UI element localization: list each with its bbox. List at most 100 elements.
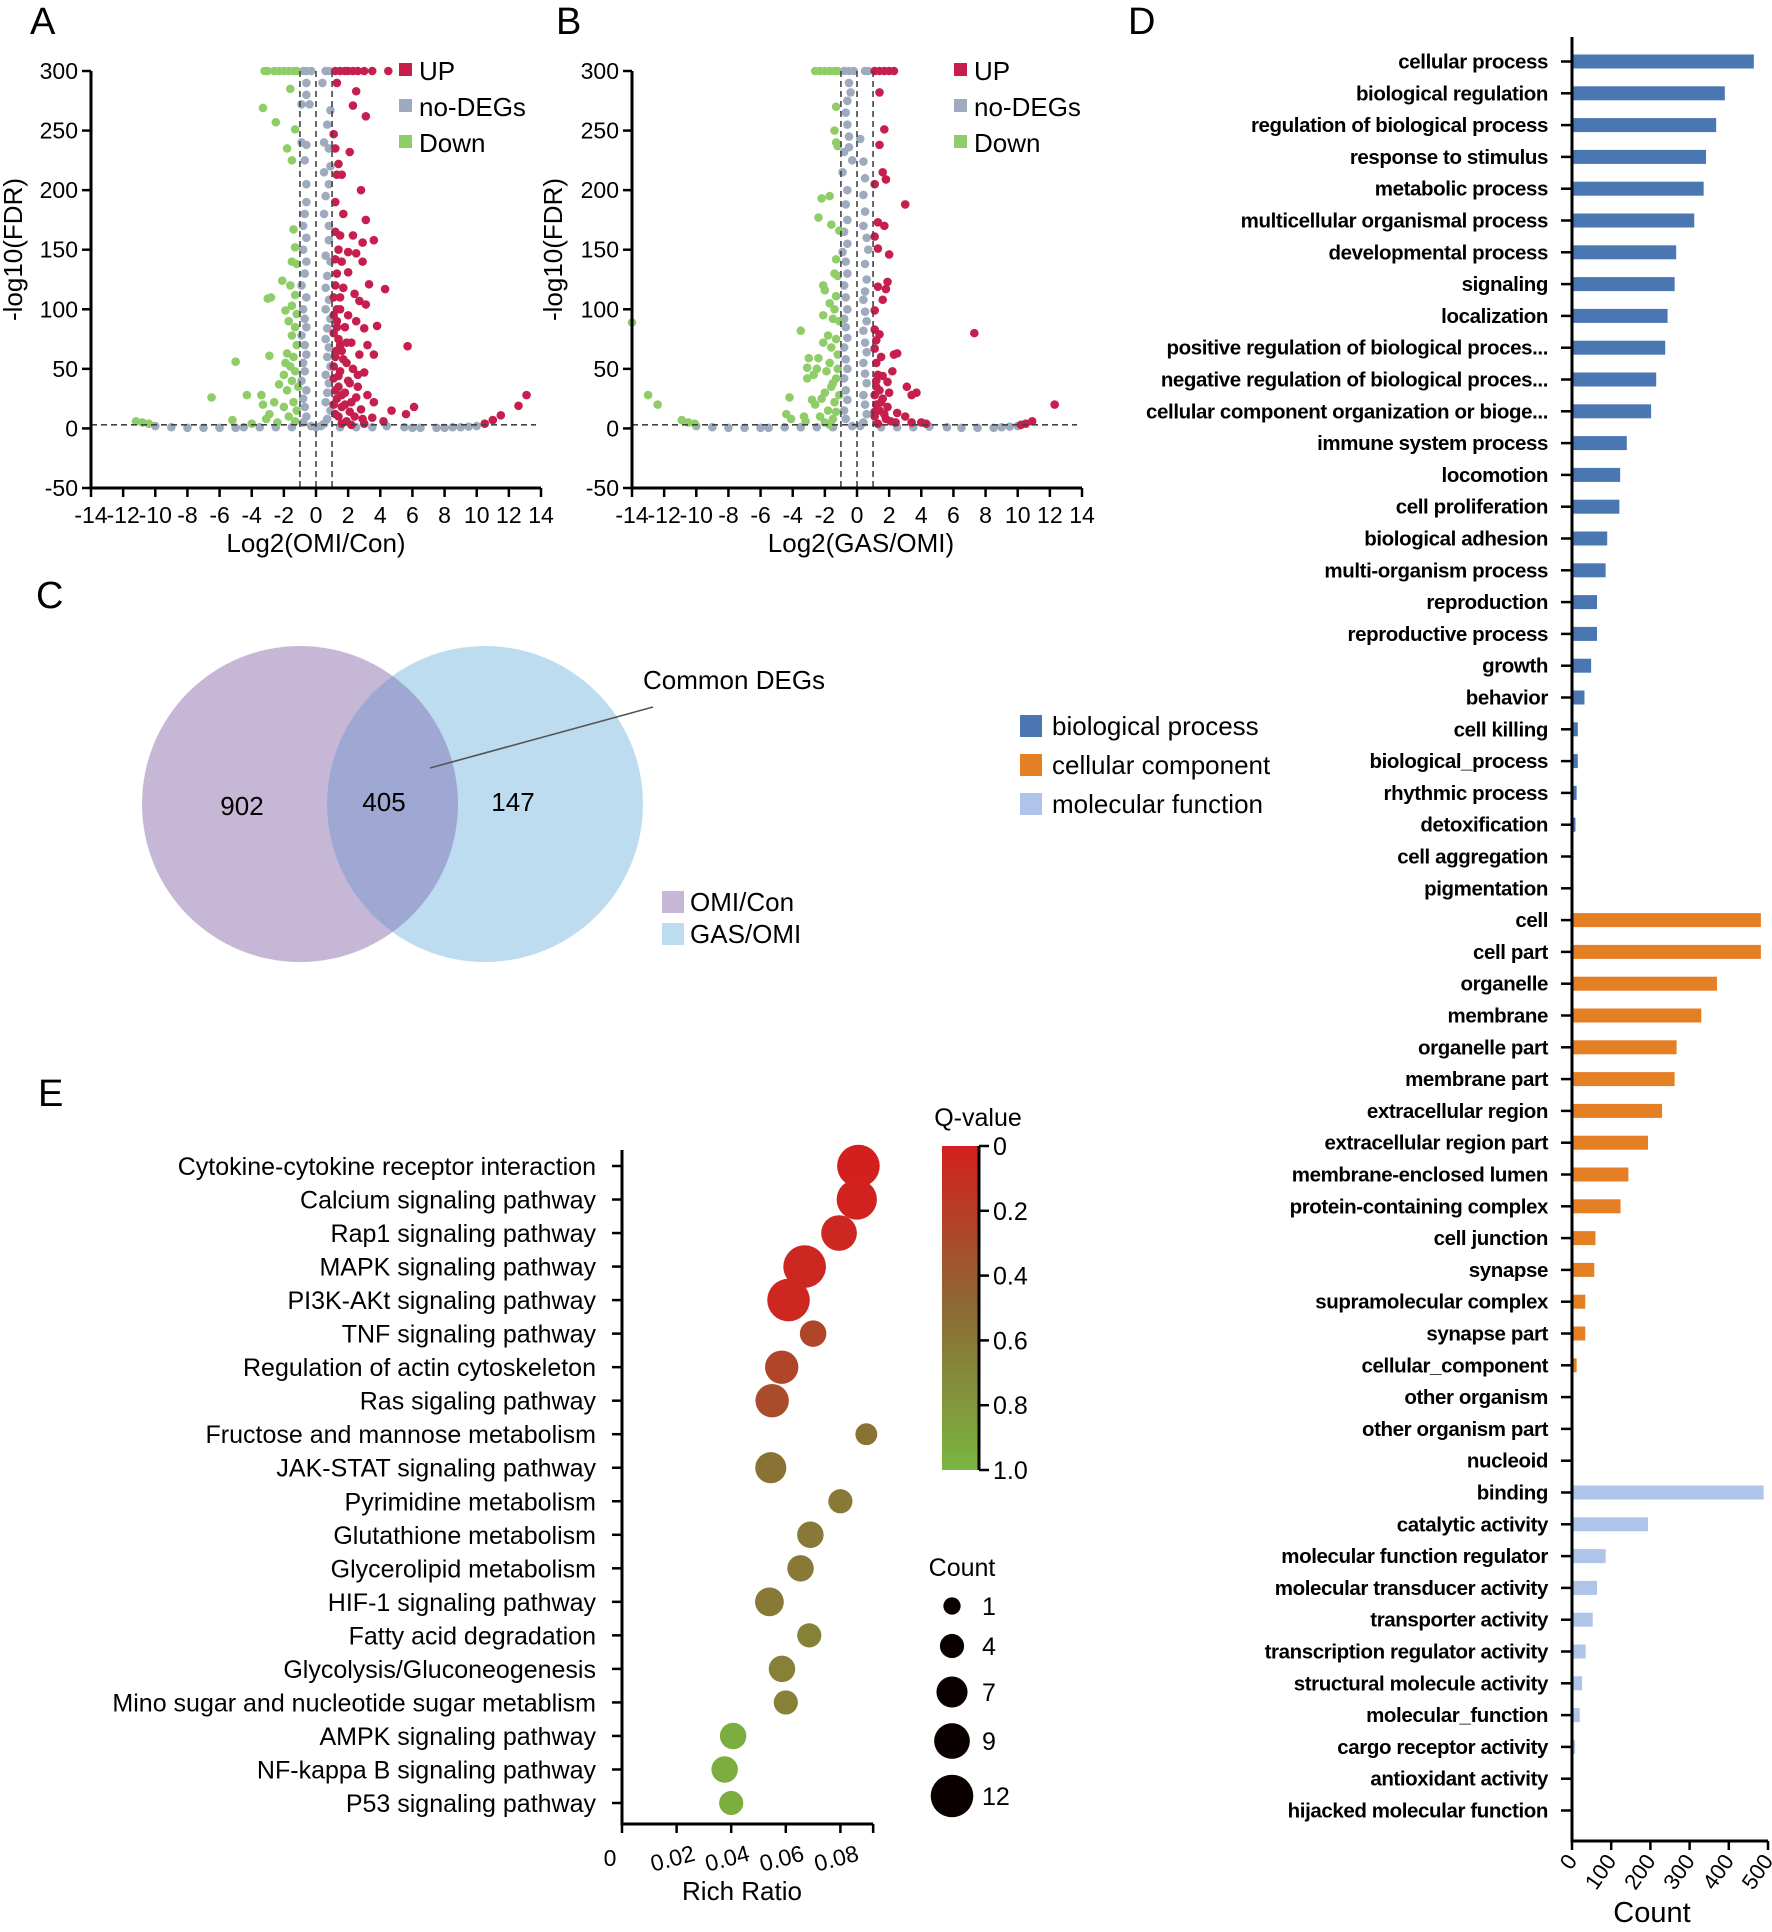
go-term-label: negative regulation of biological proces… (1161, 369, 1548, 392)
point-down (804, 353, 814, 363)
bar-cellular-component (1573, 1326, 1586, 1341)
point-down (287, 376, 297, 386)
go-term-label: cellular component organization or bioge… (1146, 400, 1548, 423)
point-up (363, 390, 372, 400)
colorbar-tick-label: 0.2 (993, 1198, 1028, 1226)
point-up (345, 147, 355, 157)
bar-biological-process (1573, 118, 1717, 133)
point-up (367, 413, 377, 423)
point-down (282, 386, 292, 395)
point-no-degs (841, 257, 851, 266)
go-term-label: other organism part (1362, 1418, 1549, 1441)
point-no-degs (860, 338, 870, 347)
x-tick-label: -4 (782, 502, 803, 528)
point-no-degs (859, 221, 868, 231)
point-up (1050, 400, 1059, 409)
point-up (480, 419, 490, 428)
point-down (825, 191, 834, 201)
bar-biological-process (1573, 626, 1598, 641)
legend-swatch-up (399, 63, 412, 76)
point-down (817, 394, 826, 403)
go-term-label: rhythmic process (1384, 782, 1549, 805)
x-tick-label: 400 (1697, 1850, 1739, 1894)
point-no-degs (302, 140, 311, 150)
point-down (830, 304, 839, 314)
point-no-degs (839, 406, 849, 415)
point-up (878, 167, 888, 177)
point-no-degs (841, 386, 851, 395)
point-down (287, 156, 297, 165)
point-no-degs (298, 304, 308, 314)
x-tick-label: 300 (1658, 1850, 1700, 1894)
go-term-label: cellular_component (1362, 1354, 1549, 1377)
bar-cellular-component (1573, 976, 1717, 991)
point-down (818, 310, 828, 320)
legend-label: UP (974, 56, 1010, 86)
point-no-degs (324, 144, 334, 153)
venn-legend-label: GAS/OMI (690, 919, 801, 949)
point-down (820, 285, 830, 295)
point-up (351, 316, 361, 326)
x-tick-label: 14 (528, 502, 554, 528)
point-up (871, 382, 881, 392)
point-no-degs (841, 200, 851, 209)
y-tick-label: 0 (606, 415, 619, 441)
x-tick-label: -2 (815, 502, 835, 528)
legend-swatch-down (954, 135, 967, 148)
point-no-degs (302, 257, 311, 266)
point-no-degs (862, 316, 871, 326)
point-no-degs (843, 395, 852, 405)
go-term-label: biological_process (1369, 750, 1548, 773)
point-down (825, 420, 834, 430)
point-up (883, 377, 892, 387)
pathway-bubble (719, 1722, 747, 1750)
point-down (290, 416, 300, 426)
point-up (900, 412, 910, 421)
x-axis-label: Count (1613, 1897, 1690, 1929)
pathway-label: Pyrimidine metabolism (345, 1488, 596, 1516)
size-legend-circle (936, 1676, 968, 1708)
x-tick-label: -14 (615, 502, 648, 528)
point-up (881, 284, 891, 294)
point-down (825, 358, 834, 368)
point-up (358, 238, 367, 247)
legend-swatch-no-degs (399, 99, 412, 112)
point-down (265, 351, 274, 361)
x-tick-label: -8 (718, 502, 738, 528)
point-up (359, 324, 369, 333)
bar-biological-process (1573, 722, 1578, 737)
point-down (292, 340, 302, 350)
pathway-bubble (783, 1245, 826, 1288)
point-no-degs (322, 271, 332, 281)
y-tick-label: 100 (40, 296, 78, 322)
point-no-degs (844, 78, 854, 88)
point-down (833, 364, 843, 374)
point-up (337, 170, 347, 179)
point-no-degs (862, 233, 871, 243)
pathway-bubble (767, 1278, 810, 1322)
point-no-degs (841, 355, 851, 364)
pathway-bubble (719, 1790, 744, 1816)
point-no-degs (326, 162, 335, 171)
point-up (369, 397, 379, 407)
point-no-degs (321, 304, 330, 314)
point-down (833, 350, 843, 359)
point-up (907, 390, 916, 400)
bar-biological-process (1573, 404, 1652, 419)
point-no-degs (300, 314, 310, 324)
pathway-bubble (755, 1383, 789, 1418)
size-legend-circle (939, 1633, 965, 1659)
point-up (921, 419, 931, 428)
pathway-bubble (711, 1756, 738, 1783)
colorbar-tick-label: 1.0 (993, 1457, 1028, 1485)
point-up (871, 376, 881, 386)
bar-cellular-component (1573, 1072, 1675, 1087)
go-term-label: binding (1477, 1482, 1548, 1505)
point-down (285, 84, 295, 94)
go-term-label: metabolic process (1375, 178, 1548, 201)
bar-cellular-component (1573, 1199, 1621, 1214)
point-no-degs (464, 422, 473, 431)
go-term-label: cell (1515, 909, 1548, 932)
go-term-label: membrane part (1405, 1068, 1548, 1091)
point-up (367, 66, 377, 76)
